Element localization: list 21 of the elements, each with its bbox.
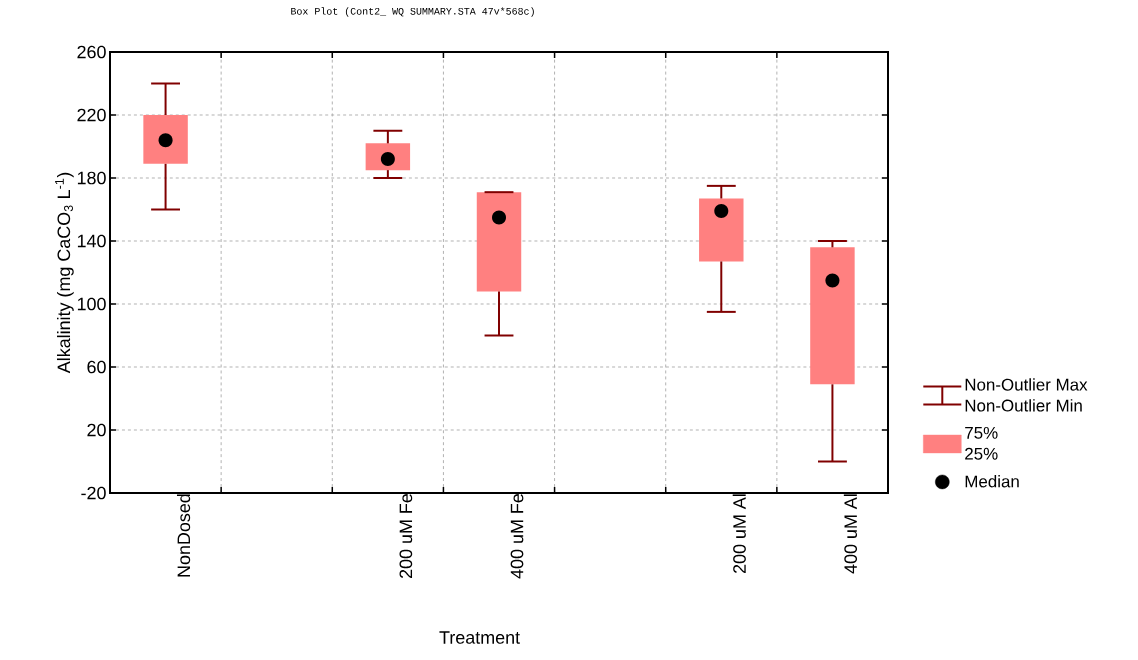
text: Median — [965, 475, 1019, 488]
y-tick-label: 180 — [77, 171, 106, 185]
y-axis-title: Alkalinity (mg CaCO$_{3}$ L$^{-1}$) — [55, 172, 74, 374]
y-tick-label: 60 — [87, 360, 106, 374]
y-tick-label: -20 — [81, 486, 106, 500]
x-tick-label: 200 uM Fe — [399, 494, 413, 579]
y-tick-label: 220 — [77, 108, 106, 122]
x-tick-label: NonDosed — [176, 494, 191, 577]
text: Non-Outlier Min — [965, 399, 1082, 412]
text: 75% — [965, 426, 998, 439]
x-tick-label: 400 uM Fe — [510, 494, 524, 579]
y-tick-label: 140 — [77, 234, 106, 248]
x-tick-label: 400 uM Al — [843, 494, 858, 574]
y-tick-label: 100 — [77, 297, 106, 311]
y-tick-label: 20 — [87, 423, 106, 437]
chart-title: Box Plot (Cont2_ WQ SUMMARY.STA 47v*568c) — [291, 7, 534, 17]
x-axis-title: Treatment — [439, 631, 520, 644]
x-tick-label: 200 uM Al — [732, 494, 746, 574]
y-tick-label: 260 — [77, 45, 106, 59]
text: 25% — [965, 447, 998, 460]
text: Non-Outlier Max — [965, 378, 1088, 391]
